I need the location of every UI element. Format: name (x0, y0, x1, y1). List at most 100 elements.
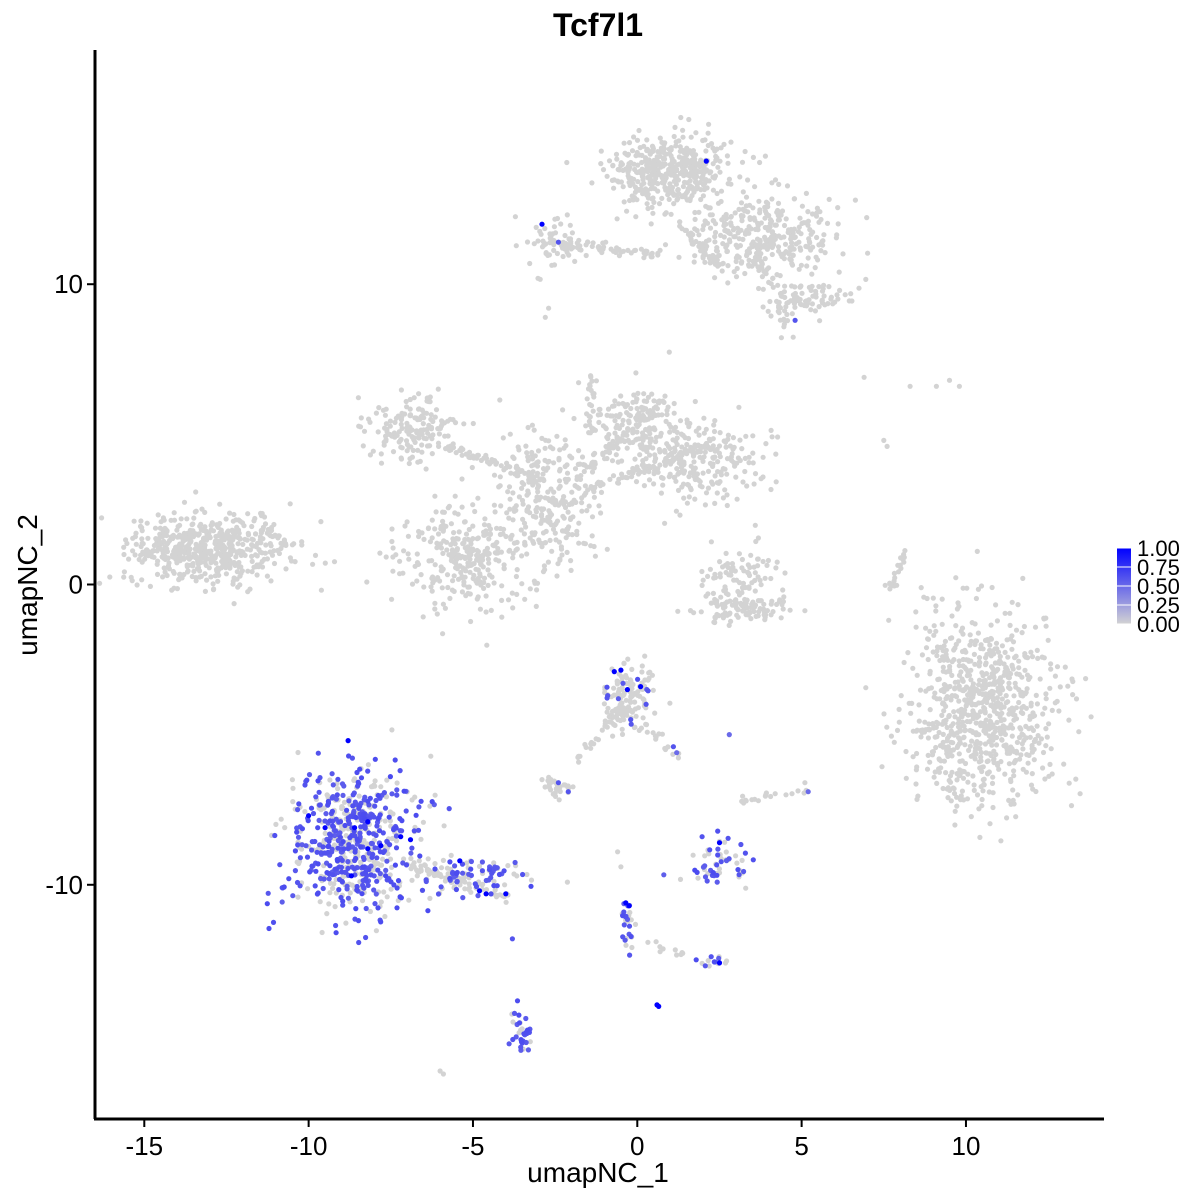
cell-point (216, 544, 222, 550)
expressing-cell-point (416, 804, 422, 810)
cell-point (525, 458, 531, 464)
cell-point (542, 445, 548, 451)
cell-point (712, 614, 718, 620)
cell-point (424, 395, 430, 401)
cell-point (343, 920, 349, 926)
cell-point (643, 417, 649, 423)
cell-point (450, 550, 456, 556)
cell-point (684, 145, 690, 151)
cell-point (650, 161, 657, 167)
cell-point (681, 468, 688, 474)
cell-point (738, 260, 745, 266)
cell-point (725, 263, 731, 269)
cell-point (647, 465, 653, 471)
cell-point (543, 437, 549, 443)
cell-point (718, 145, 724, 151)
cell-point (568, 515, 574, 521)
cell-point (606, 714, 612, 720)
cell-point (416, 432, 422, 439)
cell-point (582, 462, 588, 468)
cell-point (366, 416, 372, 422)
cell-point (989, 742, 995, 748)
cell-point (753, 538, 759, 545)
cell-point (732, 210, 738, 216)
cell-point (289, 777, 295, 783)
cell-point (378, 451, 384, 457)
cell-point (432, 600, 438, 606)
cell-point (980, 788, 986, 794)
cell-point (739, 857, 745, 864)
cell-point (414, 428, 420, 434)
cell-point (480, 881, 486, 887)
cell-point (170, 532, 176, 538)
cell-point (462, 566, 468, 572)
cell-point (746, 584, 752, 590)
cell-point (567, 236, 574, 242)
cell-point (123, 537, 129, 543)
cell-point (1006, 675, 1013, 681)
cell-point (775, 282, 781, 288)
cell-point (576, 520, 582, 526)
cell-point (192, 554, 198, 561)
cell-point (537, 228, 543, 234)
expressing-cell-point (435, 891, 442, 897)
cell-point (1049, 707, 1055, 714)
cell-point (645, 205, 651, 212)
expressing-cell-point (708, 954, 714, 960)
cell-point (712, 473, 718, 479)
cell-point (671, 178, 677, 184)
cell-point (614, 678, 620, 684)
cell-point (322, 830, 328, 837)
cell-point (733, 274, 740, 280)
cell-point (553, 521, 559, 527)
expressing-cell-point (371, 814, 377, 820)
cell-point (882, 582, 888, 588)
cell-point (429, 535, 435, 541)
cell-point (840, 251, 846, 257)
cell-point (453, 560, 459, 566)
cell-point (613, 452, 619, 458)
cell-point (421, 427, 427, 433)
cell-point (642, 167, 648, 173)
cell-point (566, 501, 573, 508)
cell-point (993, 742, 1000, 748)
cell-point (699, 568, 705, 575)
cell-point (466, 885, 472, 891)
cell-point (685, 435, 692, 442)
cell-point (697, 248, 704, 254)
cell-point (434, 611, 440, 617)
cell-point (482, 516, 488, 522)
cell-point (735, 230, 741, 236)
cell-point (208, 574, 214, 580)
expressing-cell-point (372, 901, 378, 907)
cell-point (676, 154, 683, 160)
cell-point (680, 134, 686, 140)
expressing-cell-point (460, 895, 466, 901)
expressing-cell-point (509, 936, 515, 942)
cell-point (1046, 773, 1052, 779)
cell-point (701, 454, 707, 460)
cell-point (423, 466, 429, 472)
cell-point (634, 396, 640, 402)
cell-point (702, 180, 708, 186)
cell-point (945, 795, 951, 801)
cell-point (569, 230, 576, 236)
cell-point (421, 415, 427, 421)
expressing-cell-point (736, 872, 742, 878)
cell-point (714, 603, 721, 609)
cell-point (542, 225, 548, 232)
cell-point (702, 137, 708, 143)
cell-point (774, 209, 780, 215)
cell-point (781, 222, 788, 229)
cell-point (312, 552, 319, 559)
cell-point (712, 234, 718, 240)
cell-point (677, 144, 683, 150)
cell-point (1018, 752, 1024, 758)
cell-point (533, 498, 539, 504)
cell-point (638, 725, 645, 731)
cell-point (407, 412, 413, 419)
cell-point (681, 495, 687, 501)
cell-point (999, 643, 1006, 649)
cell-point (401, 548, 407, 554)
cell-point (613, 151, 620, 157)
